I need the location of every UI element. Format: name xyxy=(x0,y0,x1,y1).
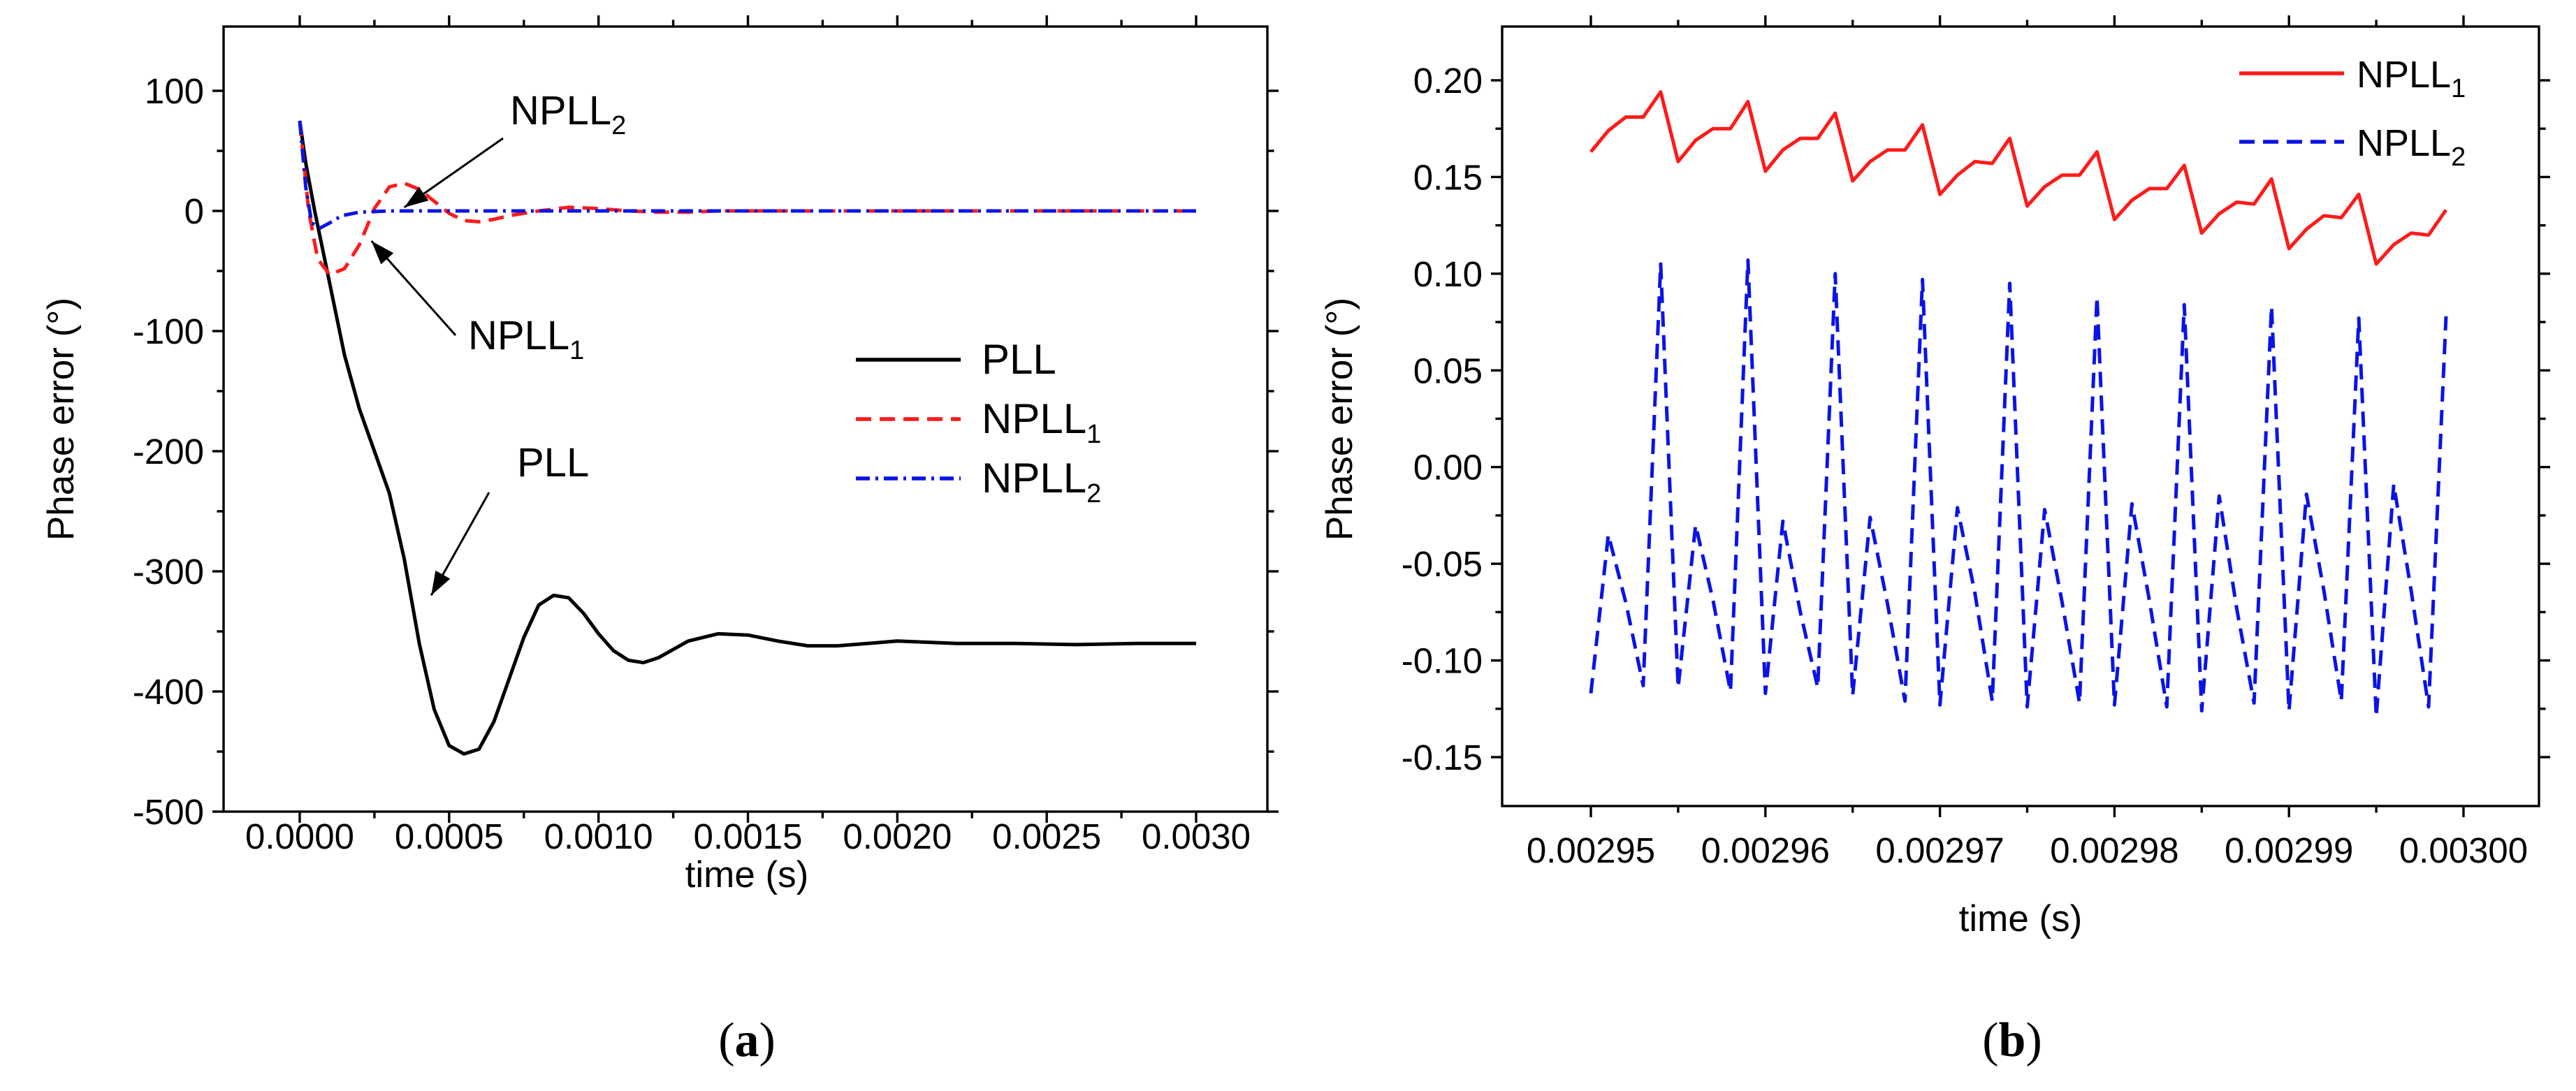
y-tick-label: 0 xyxy=(184,191,204,231)
x-tick-label: 0.00298 xyxy=(2050,830,2178,870)
panel-b-caption-letter: b xyxy=(1999,1013,2026,1067)
legend-label: NPLL1 xyxy=(982,395,1101,449)
legend-label-name: NPLL xyxy=(2357,122,2451,164)
panel-a-caption-letter: a xyxy=(735,1013,759,1067)
annotation-arrow-head xyxy=(371,241,394,265)
legend-label-name: NPLL xyxy=(982,395,1086,442)
annotation-label: PLL xyxy=(517,440,589,485)
panel-a-chart: 0.0000 0.0005 0.0010 0.0015 0.0020 0.0025 0.00… xyxy=(41,15,1279,1067)
annotation-label-name: NPLL xyxy=(510,88,611,133)
panel-b-y-axis-title: Phase error (°) xyxy=(1319,298,1360,541)
y-tick-label: 0.10 xyxy=(1413,254,1483,294)
y-tick-label: -0.15 xyxy=(1402,738,1483,777)
annotation-label-name: PLL xyxy=(517,440,589,485)
x-tick-label: 0.00300 xyxy=(2399,830,2528,870)
y-tick-label: 0.20 xyxy=(1413,61,1483,101)
annotation-label-subscript: 1 xyxy=(569,336,584,365)
y-tick-label: 0.00 xyxy=(1413,448,1483,488)
y-tick-label: -0.05 xyxy=(1402,544,1483,584)
legend-label-name: NPLL xyxy=(982,455,1086,501)
series-line-pll xyxy=(298,120,1196,756)
panel-a-series xyxy=(298,120,1196,756)
annotation-label-subscript: 2 xyxy=(611,111,626,140)
x-tick-label: 0.0000 xyxy=(245,817,354,856)
panel-b-series xyxy=(1589,90,2448,719)
x-tick-label: 0.0005 xyxy=(395,817,504,856)
annotation-label-name: NPLL xyxy=(468,313,569,358)
y-tick-label: -100 xyxy=(133,312,204,351)
legend-label-subscript: 1 xyxy=(1086,420,1101,449)
series-line-npll1 xyxy=(1589,90,2448,266)
panel-a-x-ticks: 0.0000 0.0005 0.0010 0.0015 0.0020 0.0025 0.00… xyxy=(245,15,1251,856)
x-tick-label: 0.00299 xyxy=(2225,830,2353,870)
series-line-npll2 xyxy=(298,120,1196,230)
panel-b-caption-label: (b) xyxy=(1982,1013,2042,1067)
x-tick-label: 0.0010 xyxy=(544,817,653,856)
y-tick-label: -0.10 xyxy=(1402,641,1483,681)
series-line-npll1 xyxy=(298,120,1196,277)
legend-label-subscript: 2 xyxy=(2451,142,2466,172)
annotation-arrow-head xyxy=(404,186,429,207)
legend-label: NPLL2 xyxy=(982,455,1101,508)
legend-label-name: NPLL xyxy=(2357,54,2451,96)
panel-b-y-ticks: -0.15 -0.10 -0.05 0.00 0.05 0.10 0.15 0.20 xyxy=(1402,61,2550,777)
annotation-arrow-head xyxy=(431,570,451,596)
panel-a-x-axis-title: time (s) xyxy=(685,854,809,895)
y-tick-label: 0.05 xyxy=(1413,351,1483,390)
panel-a-y-ticks: -500 -400 -300 -200 -100 0 100 xyxy=(133,71,1279,832)
panel-b-x-ticks: 0.00295 0.00296 0.00297 0.00298 0.00299 0.003… xyxy=(1527,15,2528,870)
panel-a-y-axis-title: Phase error (°) xyxy=(41,298,82,541)
legend-label-name: PLL xyxy=(982,336,1056,383)
panel-b-plot-frame xyxy=(1501,25,2540,807)
x-tick-label: 0.0015 xyxy=(694,817,803,856)
y-tick-label: -400 xyxy=(133,672,204,712)
panel-b-chart: 0.00295 0.00296 0.00297 0.00298 0.00299 0.003… xyxy=(1319,15,2550,1067)
panel-b-x-axis-title: time (s) xyxy=(1959,898,2083,939)
x-tick-label: 0.00297 xyxy=(1875,830,2004,870)
legend-label: NPLL2 xyxy=(2357,122,2466,172)
x-tick-label: 0.00296 xyxy=(1701,830,1830,870)
legend-label: PLL xyxy=(982,336,1056,383)
panel-a-plot-frame xyxy=(222,25,1269,813)
y-tick-label: 100 xyxy=(145,71,204,111)
legend-label-subscript: 1 xyxy=(2451,74,2466,103)
y-tick-label: -300 xyxy=(133,552,204,592)
y-tick-label: -200 xyxy=(133,432,204,471)
series-line-npll2 xyxy=(1589,258,2448,719)
legend-label-subscript: 2 xyxy=(1086,479,1101,508)
annotation-label: NPLL2 xyxy=(510,88,626,140)
y-tick-label: -500 xyxy=(133,792,204,832)
legend-label: NPLL1 xyxy=(2357,54,2466,103)
annotation-label: NPLL1 xyxy=(468,313,584,365)
x-tick-label: 0.0025 xyxy=(992,817,1101,856)
y-tick-label: 0.15 xyxy=(1413,157,1483,197)
x-tick-label: 0.0020 xyxy=(843,817,952,856)
x-tick-label: 0.0030 xyxy=(1142,817,1251,856)
x-tick-label: 0.00295 xyxy=(1527,830,1655,870)
panel-a-caption-label: (a) xyxy=(718,1013,776,1067)
